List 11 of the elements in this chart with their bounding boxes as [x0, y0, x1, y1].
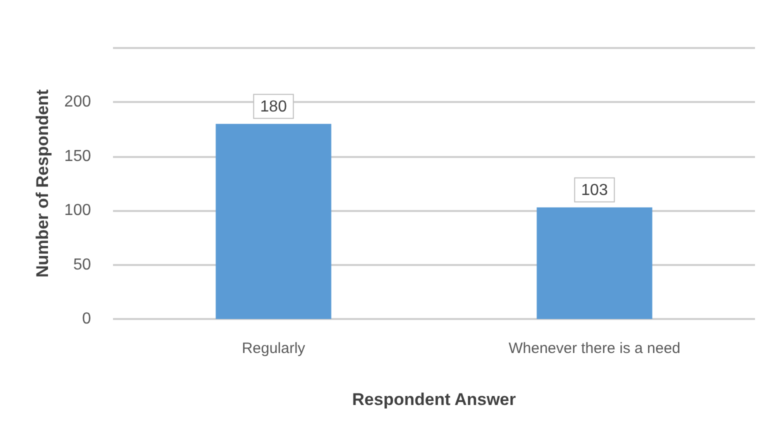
x-axis-title: Respondent Answer	[352, 390, 516, 409]
y-tick-label: 0	[82, 310, 92, 328]
y-tick-label: 150	[64, 148, 92, 165]
x-tick-label: Regularly	[242, 340, 306, 357]
y-tick-label: 100	[64, 202, 92, 220]
y-tick-label: 200	[64, 94, 92, 111]
data-label: 103	[581, 182, 608, 199]
y-axis-title: Number of Respondent	[33, 89, 52, 278]
data-label: 180	[260, 98, 287, 116]
x-tick-label: Whenever there is a need	[508, 340, 680, 357]
y-tick-label: 50	[73, 256, 92, 274]
